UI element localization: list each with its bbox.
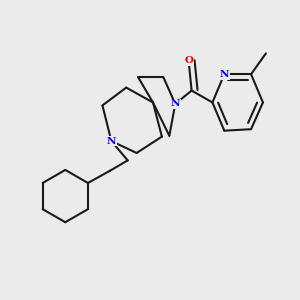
Text: O: O	[184, 56, 193, 65]
Text: N: N	[106, 136, 116, 146]
Text: N: N	[170, 99, 180, 108]
Text: N: N	[220, 70, 229, 79]
